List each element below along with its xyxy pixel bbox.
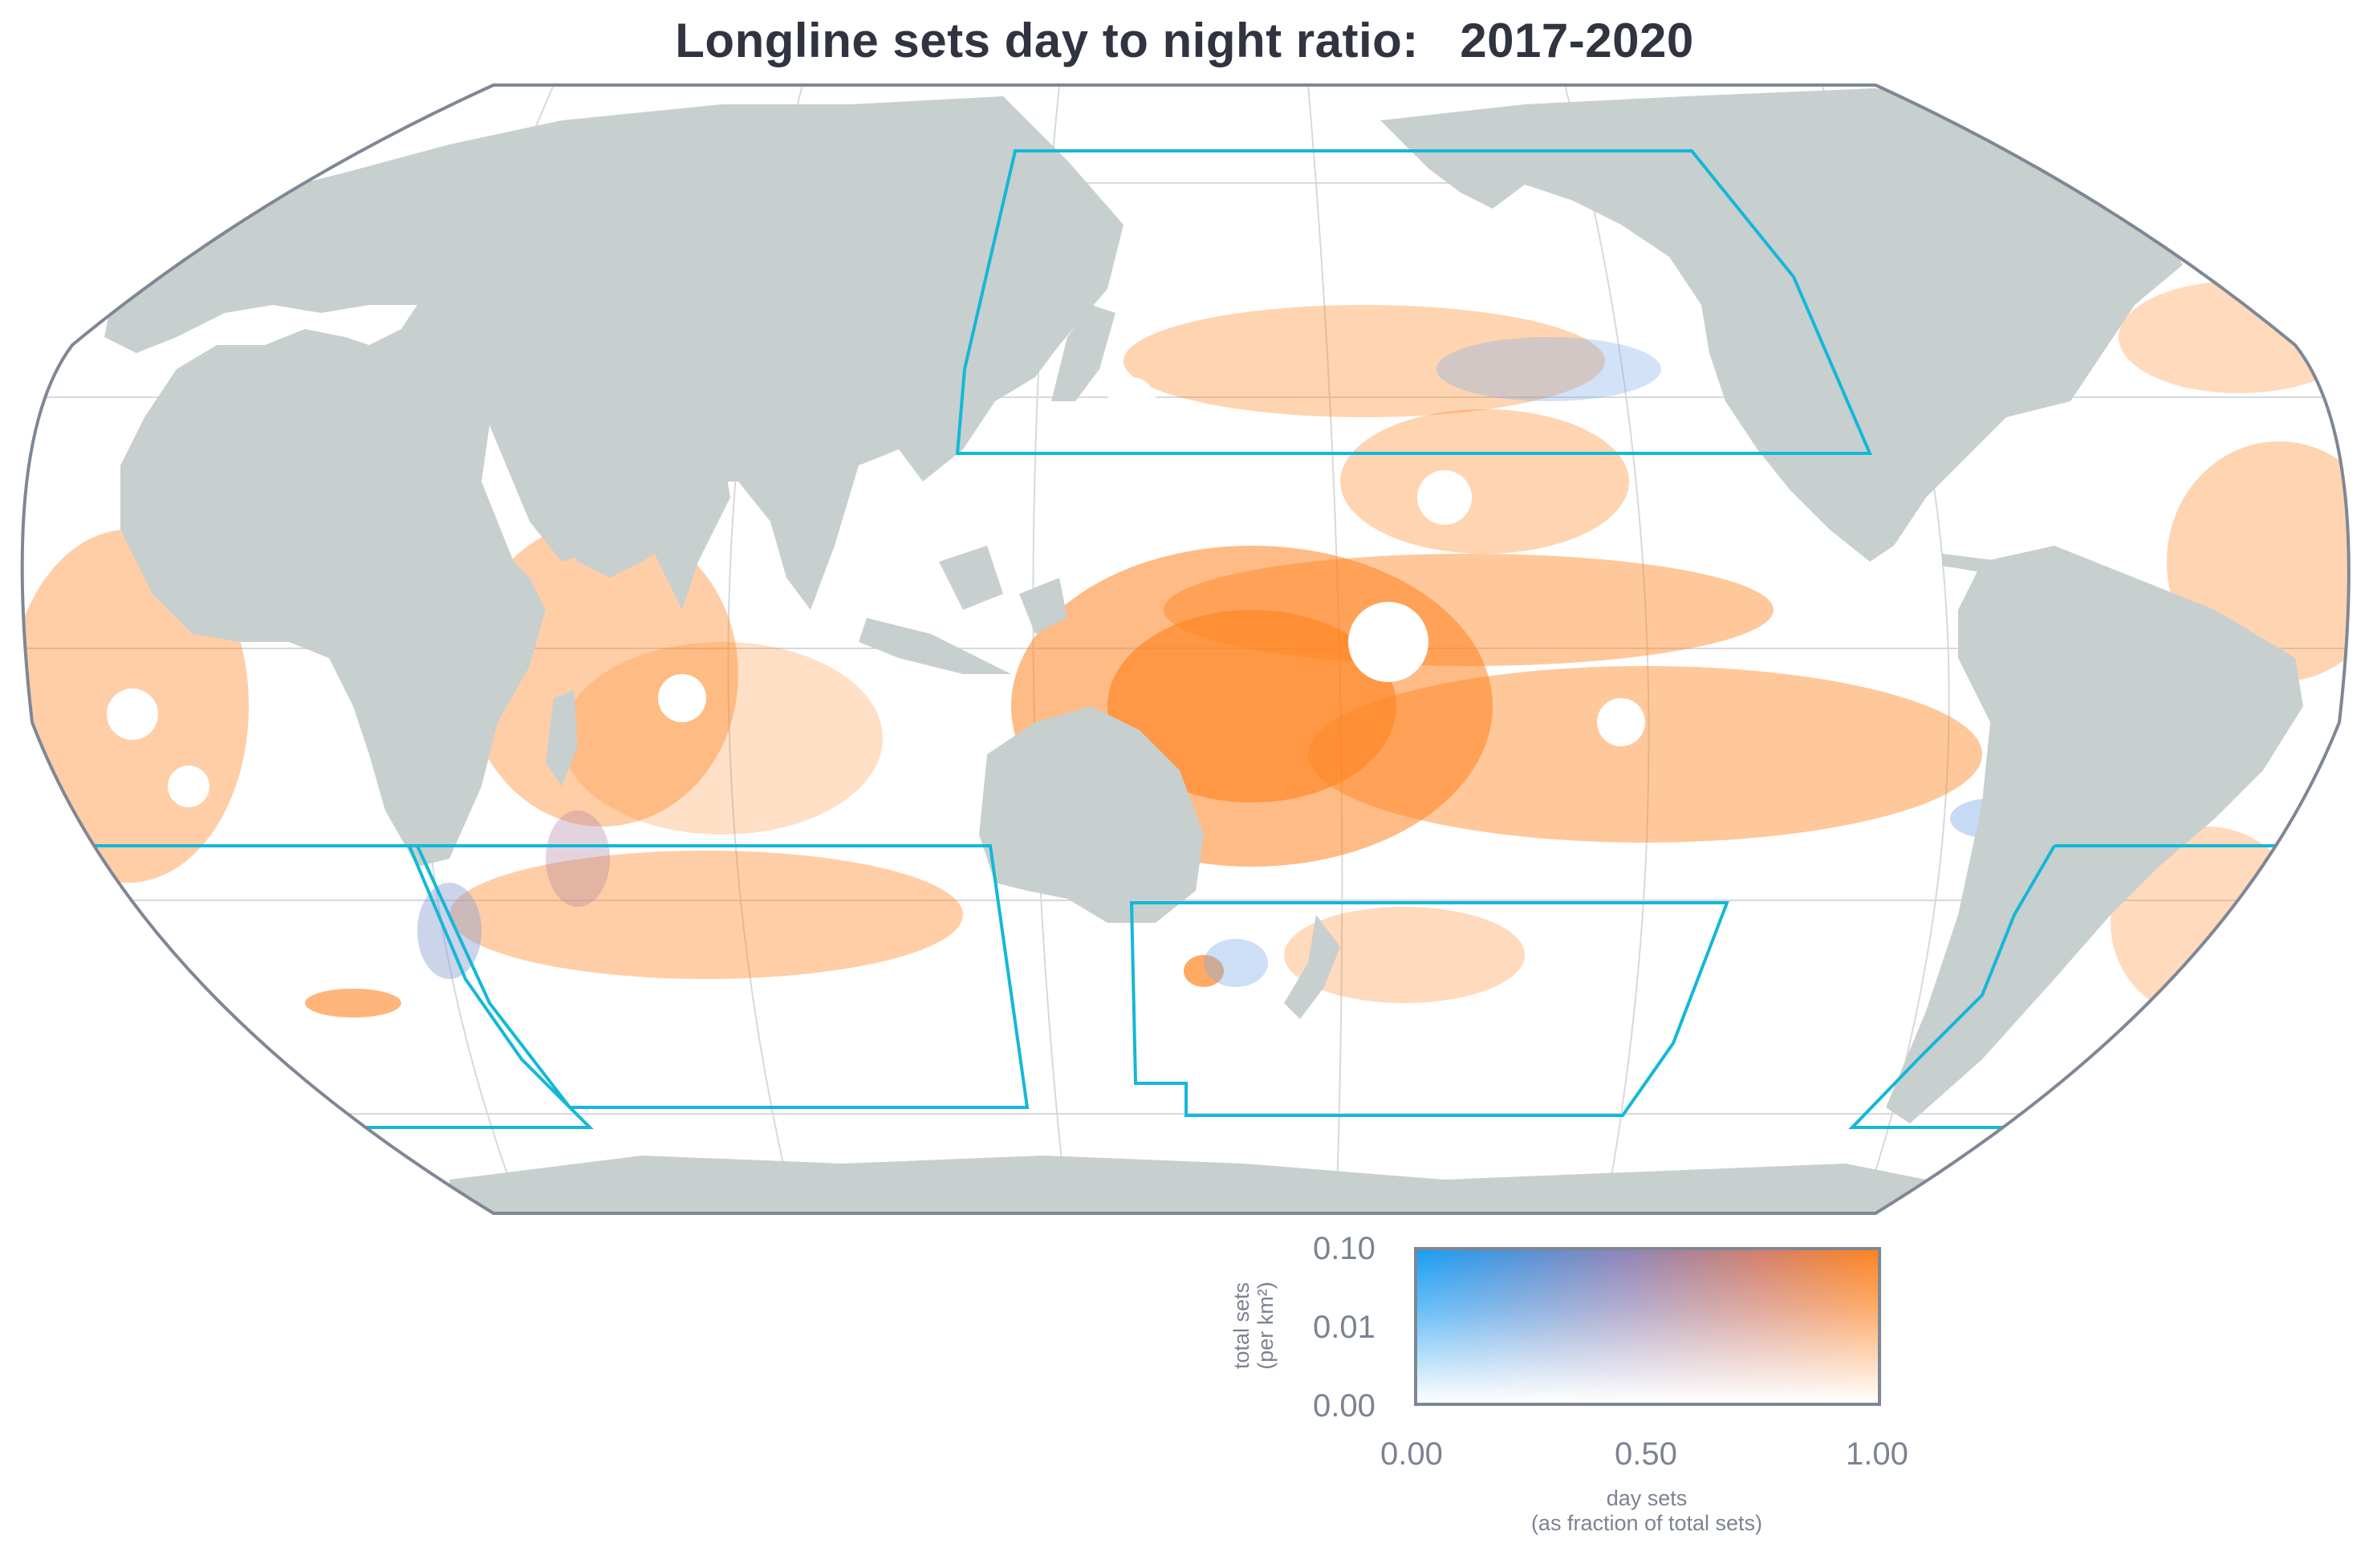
map-frame bbox=[20, 83, 2351, 1215]
map-title: Longline sets day to night ratio: 2017-2… bbox=[675, 14, 1694, 67]
legend-y-title: total sets (per km²) bbox=[1229, 1282, 1278, 1370]
legend-y-tick-mid: 0.01 bbox=[1313, 1310, 1375, 1345]
legend-x-tick-high: 1.00 bbox=[1846, 1436, 1908, 1472]
land-australia bbox=[979, 706, 1204, 923]
legend-x-tick-mid: 0.50 bbox=[1615, 1436, 1677, 1472]
land-japan bbox=[1051, 305, 1115, 401]
legend-y-tick-high: 0.10 bbox=[1313, 1231, 1375, 1266]
legend-x-tick-low: 0.00 bbox=[1380, 1436, 1443, 1472]
land-indonesia bbox=[859, 618, 1011, 674]
region-north-pacific bbox=[955, 149, 1873, 455]
land-antarctica bbox=[449, 1156, 1926, 1213]
land-madagascar bbox=[546, 690, 578, 786]
land-india bbox=[634, 449, 730, 610]
region-south-atlantic-lower bbox=[329, 845, 594, 1129]
legend-y-tick-low: 0.00 bbox=[1313, 1388, 1375, 1424]
legend-color-matrix bbox=[1414, 1247, 1881, 1406]
land-north-america bbox=[1380, 88, 2183, 562]
region-south-pacific bbox=[1129, 901, 1729, 1117]
legend-x-title: day sets (as fraction of total sets) bbox=[1530, 1486, 1763, 1535]
land-masses bbox=[104, 88, 2303, 1213]
land-arabia bbox=[490, 417, 626, 562]
land-new-zealand bbox=[1284, 915, 1340, 1019]
region-south-atlantic-indian bbox=[64, 844, 1030, 1109]
